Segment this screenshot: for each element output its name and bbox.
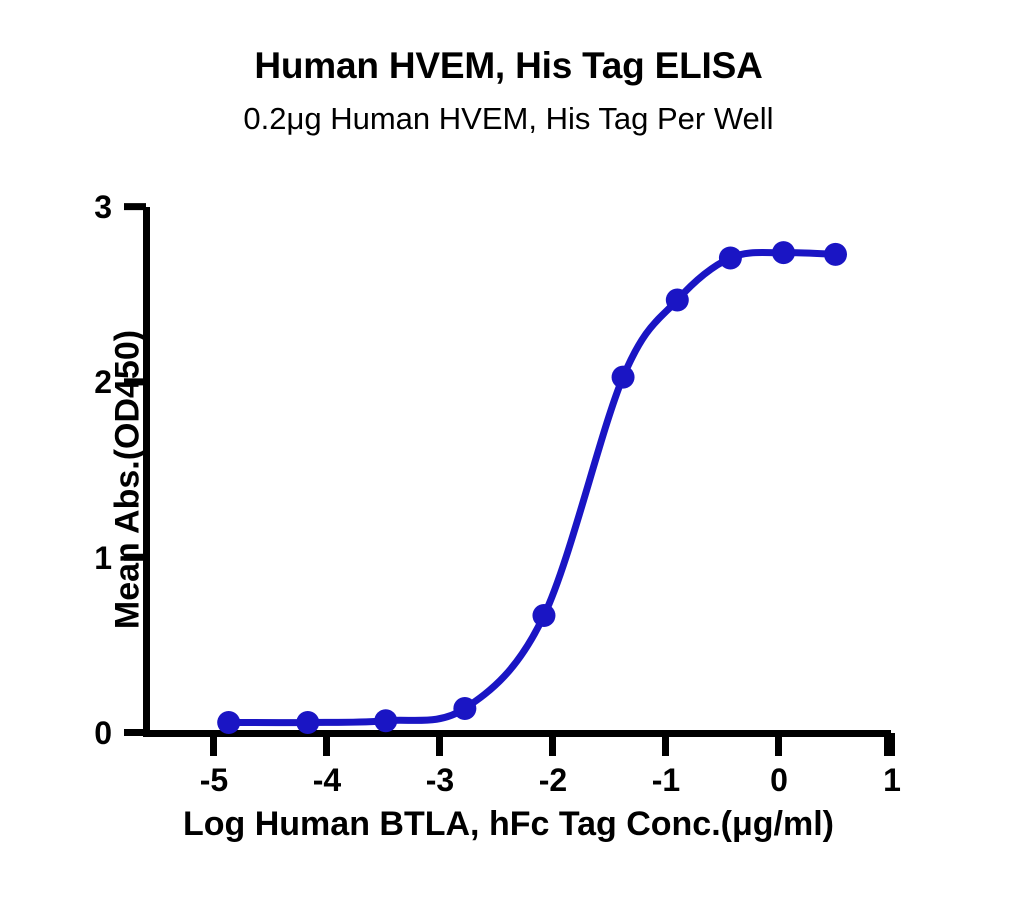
chart-subtitle: 0.2μg Human HVEM, His Tag Per Well (243, 101, 774, 136)
y-tick-marks (124, 203, 146, 736)
x-tick-label: 1 (883, 762, 901, 798)
y-tick-label: 2 (94, 364, 112, 401)
x-tick-label: -1 (651, 762, 681, 798)
y-axis-title: Mean Abs.(OD450) (108, 329, 147, 630)
data-point (665, 288, 689, 312)
data-point (718, 246, 742, 270)
data-series-group (217, 241, 847, 734)
data-point (453, 696, 477, 720)
x-tick-label: -2 (538, 762, 568, 798)
y-tick-label: 0 (94, 715, 112, 751)
y-tick-label: 1 (94, 539, 112, 576)
chart-title: Human HVEM, His Tag ELISA (254, 45, 763, 86)
data-point (532, 604, 556, 628)
data-point (772, 241, 796, 265)
x-tick-label: -5 (199, 762, 229, 798)
x-axis-title: Log Human BTLA, hFc Tag Conc.(μg/ml) (182, 805, 834, 843)
data-point (217, 710, 241, 734)
x-tick-label: -4 (312, 762, 342, 798)
y-tick-label: 3 (94, 189, 112, 226)
x-tick-label: -3 (425, 762, 455, 798)
data-point (824, 242, 847, 266)
axes (124, 203, 895, 756)
x-tick-marks (210, 733, 895, 756)
data-point (296, 710, 320, 734)
data-point-markers (217, 241, 847, 734)
data-point (374, 709, 398, 733)
x-tick-label: 0 (770, 762, 788, 798)
fit-curve (225, 249, 839, 727)
data-point (611, 365, 635, 389)
